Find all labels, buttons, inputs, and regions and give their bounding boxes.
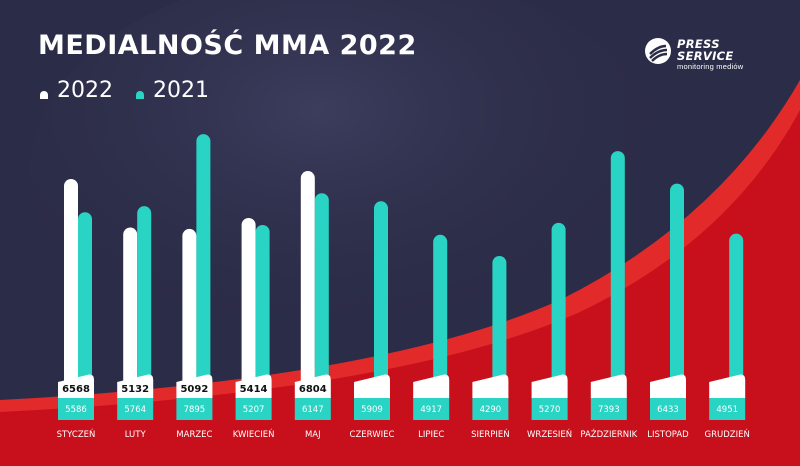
value-label-2021-luty: 5764 (124, 405, 146, 415)
chart-title: MEDIALNOŚĆ MMA 2022 (38, 30, 417, 61)
logo-word-service: SERVICE (677, 49, 734, 63)
value-tag-2021-wrzesień (531, 398, 568, 420)
value-label-2022-styczeń: 6568 (62, 384, 90, 395)
value-label-2022-kwiecień: 5414 (240, 384, 268, 395)
bar-2021-kwiecień (255, 225, 270, 406)
value-label-2021-lipiec: 4917 (420, 405, 442, 415)
value-label-2021-maj: 6147 (302, 405, 324, 415)
legend-label-2021: 2021 (153, 78, 209, 103)
month-label-lipiec: LIPIEC (418, 430, 444, 440)
value-tag-2021-październik (590, 398, 627, 420)
value-tag-2021-czerwiec (354, 398, 390, 420)
value-tag-2021-marzec (176, 398, 213, 420)
legend-item-2022: 2022 (40, 78, 113, 103)
month-label-sierpień: SIERPIEŃ (471, 428, 510, 440)
value-label-2021-marzec: 7895 (184, 405, 206, 415)
legend-swatch-2022 (40, 90, 48, 99)
bar-2021-maj (314, 193, 329, 406)
logo-word-press: PRESS (677, 37, 720, 51)
value-tag-2022-lipiec (413, 374, 450, 398)
month-label-grudzień: GRUDZIEŃ (705, 428, 750, 440)
bar-2021-wrzesień (551, 222, 566, 406)
value-tag-2021-sierpień (472, 398, 509, 420)
month-label-październik: PAŹDZIERNIK (580, 428, 637, 440)
value-tag-2021-grudzień (709, 398, 746, 420)
value-tag-2021-maj (294, 398, 331, 420)
value-label-2021-wrzesień: 5270 (539, 405, 561, 415)
bar-2021-styczeń (78, 212, 92, 406)
bar-2021-luty (137, 206, 152, 406)
value-tag-2021-luty (117, 398, 154, 420)
value-label-2022-luty: 5132 (121, 384, 149, 395)
legend-label-2022: 2022 (57, 78, 113, 103)
bar-2022-styczeń (64, 179, 78, 406)
logo-subtitle: monitoring mediów (677, 62, 744, 71)
bar-2022-luty (123, 227, 138, 406)
bar-2021-sierpień (492, 255, 507, 406)
value-tag-2021-listopad (650, 398, 686, 420)
month-label-styczeń: STYCZEŃ (57, 428, 96, 440)
value-tag-2022-październik (590, 374, 627, 398)
bar-2021-lipiec (433, 234, 448, 406)
value-tag-2022-marzec (176, 374, 213, 398)
background-red-sweep (0, 110, 800, 466)
value-tag-2022-luty (117, 374, 154, 398)
bar-2022-marzec (182, 228, 197, 406)
press-service-logo: PRESS SERVICE monitoring mediów (644, 36, 764, 72)
bar-2021-grudzień (729, 233, 744, 406)
value-tag-2021-styczeń (58, 398, 94, 420)
legend-item-2021: 2021 (136, 78, 209, 103)
legend-swatch-2021 (136, 90, 144, 99)
month-label-kwiecień: KWIECIEŃ (233, 428, 275, 440)
value-label-2022-marzec: 5092 (180, 384, 208, 395)
value-tag-2022-czerwiec (354, 374, 390, 398)
bar-2021-marzec (196, 134, 211, 407)
month-label-listopad: LISTOPAD (647, 430, 689, 440)
bar-2021-czerwiec (374, 201, 388, 406)
value-tag-2022-kwiecień (235, 374, 272, 398)
value-label-2021-styczeń: 5586 (65, 405, 87, 415)
bar-2022-maj (300, 171, 315, 406)
bar-2021-październik (610, 151, 625, 406)
bar-2021-listopad (670, 183, 684, 406)
value-label-2021-sierpień: 4290 (480, 405, 502, 415)
value-tag-2022-maj (294, 374, 331, 398)
bar-2022-kwiecień (241, 218, 256, 406)
value-label-2021-kwiecień: 5207 (243, 405, 265, 415)
month-label-czerwiec: CZERWIEC (350, 430, 395, 440)
value-tag-2022-sierpień (472, 374, 509, 398)
value-tag-2022-listopad (650, 374, 686, 398)
value-tag-2022-grudzień (709, 374, 746, 398)
value-label-2021-listopad: 6433 (657, 405, 679, 415)
value-label-2021-czerwiec: 5909 (361, 405, 383, 415)
value-tag-2022-styczeń (58, 374, 94, 398)
press-service-logo-icon (645, 38, 671, 64)
month-label-maj: MAJ (305, 430, 321, 440)
month-label-marzec: MARZEC (176, 430, 212, 440)
value-tag-2021-kwiecień (235, 398, 272, 420)
value-tag-2022-wrzesień (531, 374, 568, 398)
value-label-2021-październik: 7393 (598, 405, 620, 415)
value-label-2022-maj: 6804 (299, 384, 327, 395)
value-label-2021-grudzień: 4951 (716, 405, 738, 415)
month-label-wrzesień: WRZESIEŃ (527, 428, 572, 440)
month-label-luty: LUTY (125, 430, 147, 440)
value-tag-2021-lipiec (413, 398, 450, 420)
